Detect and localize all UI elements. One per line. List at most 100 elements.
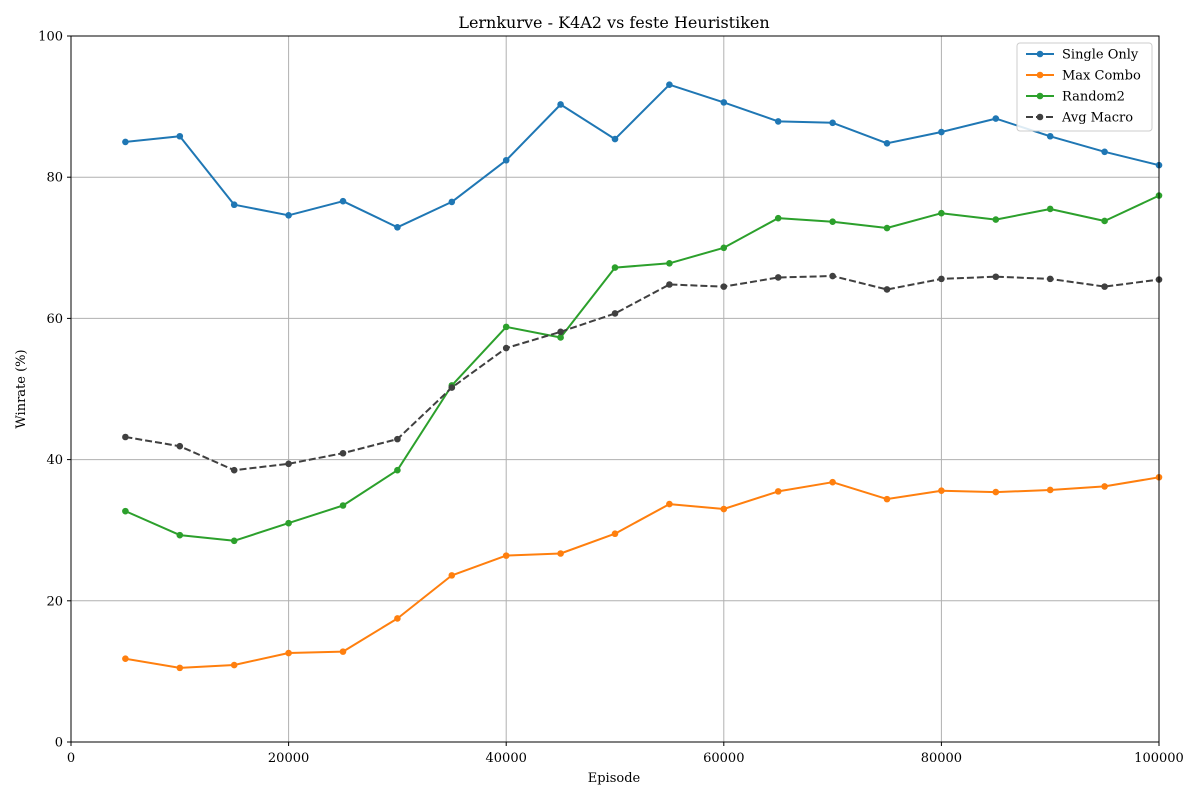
legend-label: Random2 <box>1062 90 1125 105</box>
data-point <box>557 550 564 557</box>
x-tick-label: 80000 <box>921 751 962 766</box>
legend-box <box>1016 42 1153 132</box>
chart-title: Lernkurve - K4A2 vs feste Heuristiken <box>458 13 769 32</box>
data-point <box>666 260 673 267</box>
data-point <box>1046 275 1054 283</box>
legend-item: Avg Macro <box>1026 111 1133 126</box>
data-point <box>557 334 564 341</box>
data-point <box>883 286 891 293</box>
x-tick-label: 40000 <box>486 751 527 766</box>
data-point <box>285 649 292 657</box>
data-point <box>285 460 292 468</box>
legend-label: Avg Macro <box>1061 111 1133 126</box>
data-point <box>122 655 129 662</box>
legend-label: Max Combo <box>1062 69 1141 84</box>
plot-frame <box>70 35 1160 743</box>
ticks: 0 20000 40000 60000 80000 100000 0 20 40 60 80 100 <box>38 30 1184 767</box>
data-point <box>394 615 401 622</box>
data-point <box>720 283 728 290</box>
data-point <box>394 435 401 443</box>
data-point <box>666 81 673 89</box>
y-tick-label: 0 <box>55 736 63 751</box>
data-point <box>774 118 782 125</box>
grid <box>70 35 1160 743</box>
data-point <box>992 216 1000 223</box>
legend-item: Max Combo <box>1026 69 1141 84</box>
data-point <box>339 197 347 205</box>
data-point <box>992 488 1000 496</box>
legend-marker <box>1036 92 1044 100</box>
data-point <box>176 531 184 539</box>
y-tick-label: 80 <box>46 171 63 186</box>
legend-marker <box>1036 50 1044 58</box>
data-point <box>230 537 238 545</box>
data-point <box>883 224 891 232</box>
x-tick-label: 60000 <box>703 751 744 766</box>
data-point <box>720 244 728 252</box>
data-point <box>720 99 728 106</box>
series-max-combo <box>122 473 1163 672</box>
data-point <box>285 519 292 527</box>
legend-item: Single Only <box>1026 48 1139 63</box>
data-point <box>448 198 456 206</box>
data-point <box>557 101 564 108</box>
data-point <box>666 281 673 288</box>
data-point <box>829 272 836 280</box>
data-point <box>448 384 456 391</box>
data-point <box>394 466 401 474</box>
data-point <box>883 495 891 503</box>
data-point <box>339 648 347 655</box>
data-point <box>339 502 347 509</box>
data-point <box>774 274 782 281</box>
data-point <box>611 530 619 538</box>
series-line <box>125 476 1160 669</box>
data-point <box>611 264 619 271</box>
data-point <box>176 442 184 450</box>
data-point <box>611 135 619 143</box>
data-point <box>774 214 782 222</box>
data-point <box>448 572 456 579</box>
legend-item: Random2 <box>1026 90 1125 105</box>
data-point <box>992 115 1000 122</box>
x-tick-label: 20000 <box>268 751 309 766</box>
data-point <box>883 140 891 147</box>
data-point <box>122 138 129 146</box>
legend-label: Single Only <box>1062 48 1139 63</box>
series-layer <box>122 81 1163 672</box>
legend-marker <box>1036 113 1044 121</box>
data-point <box>176 664 184 672</box>
data-point <box>176 132 184 140</box>
data-point <box>992 273 1000 281</box>
series-single-only <box>122 81 1163 231</box>
y-tick-label: 20 <box>46 594 63 609</box>
data-point <box>339 449 347 457</box>
data-point <box>502 323 510 331</box>
data-point <box>557 328 564 336</box>
data-point <box>611 310 619 317</box>
legend: Single Only Max Combo Random2 Avg Macro <box>1016 42 1153 132</box>
y-tick-label: 60 <box>46 312 63 327</box>
x-axis-label: Episode <box>588 771 641 786</box>
data-point <box>938 487 945 494</box>
x-tick-label: 0 <box>67 751 75 766</box>
data-point <box>230 466 238 474</box>
data-point <box>502 344 510 352</box>
data-point <box>122 433 129 441</box>
data-point <box>1101 148 1108 156</box>
data-point <box>829 119 836 127</box>
series-line <box>124 194 1160 542</box>
data-point <box>1046 486 1054 494</box>
data-point <box>774 488 782 495</box>
data-point <box>502 156 510 164</box>
legend-marker <box>1036 71 1044 79</box>
data-point <box>829 478 836 486</box>
y-tick-label: 40 <box>46 453 63 468</box>
data-point <box>1101 483 1108 490</box>
data-point <box>720 505 728 513</box>
series-avg-macro <box>122 272 1163 474</box>
data-point <box>122 507 129 515</box>
data-point <box>230 201 238 209</box>
data-point <box>1101 217 1108 225</box>
data-point <box>938 128 945 136</box>
